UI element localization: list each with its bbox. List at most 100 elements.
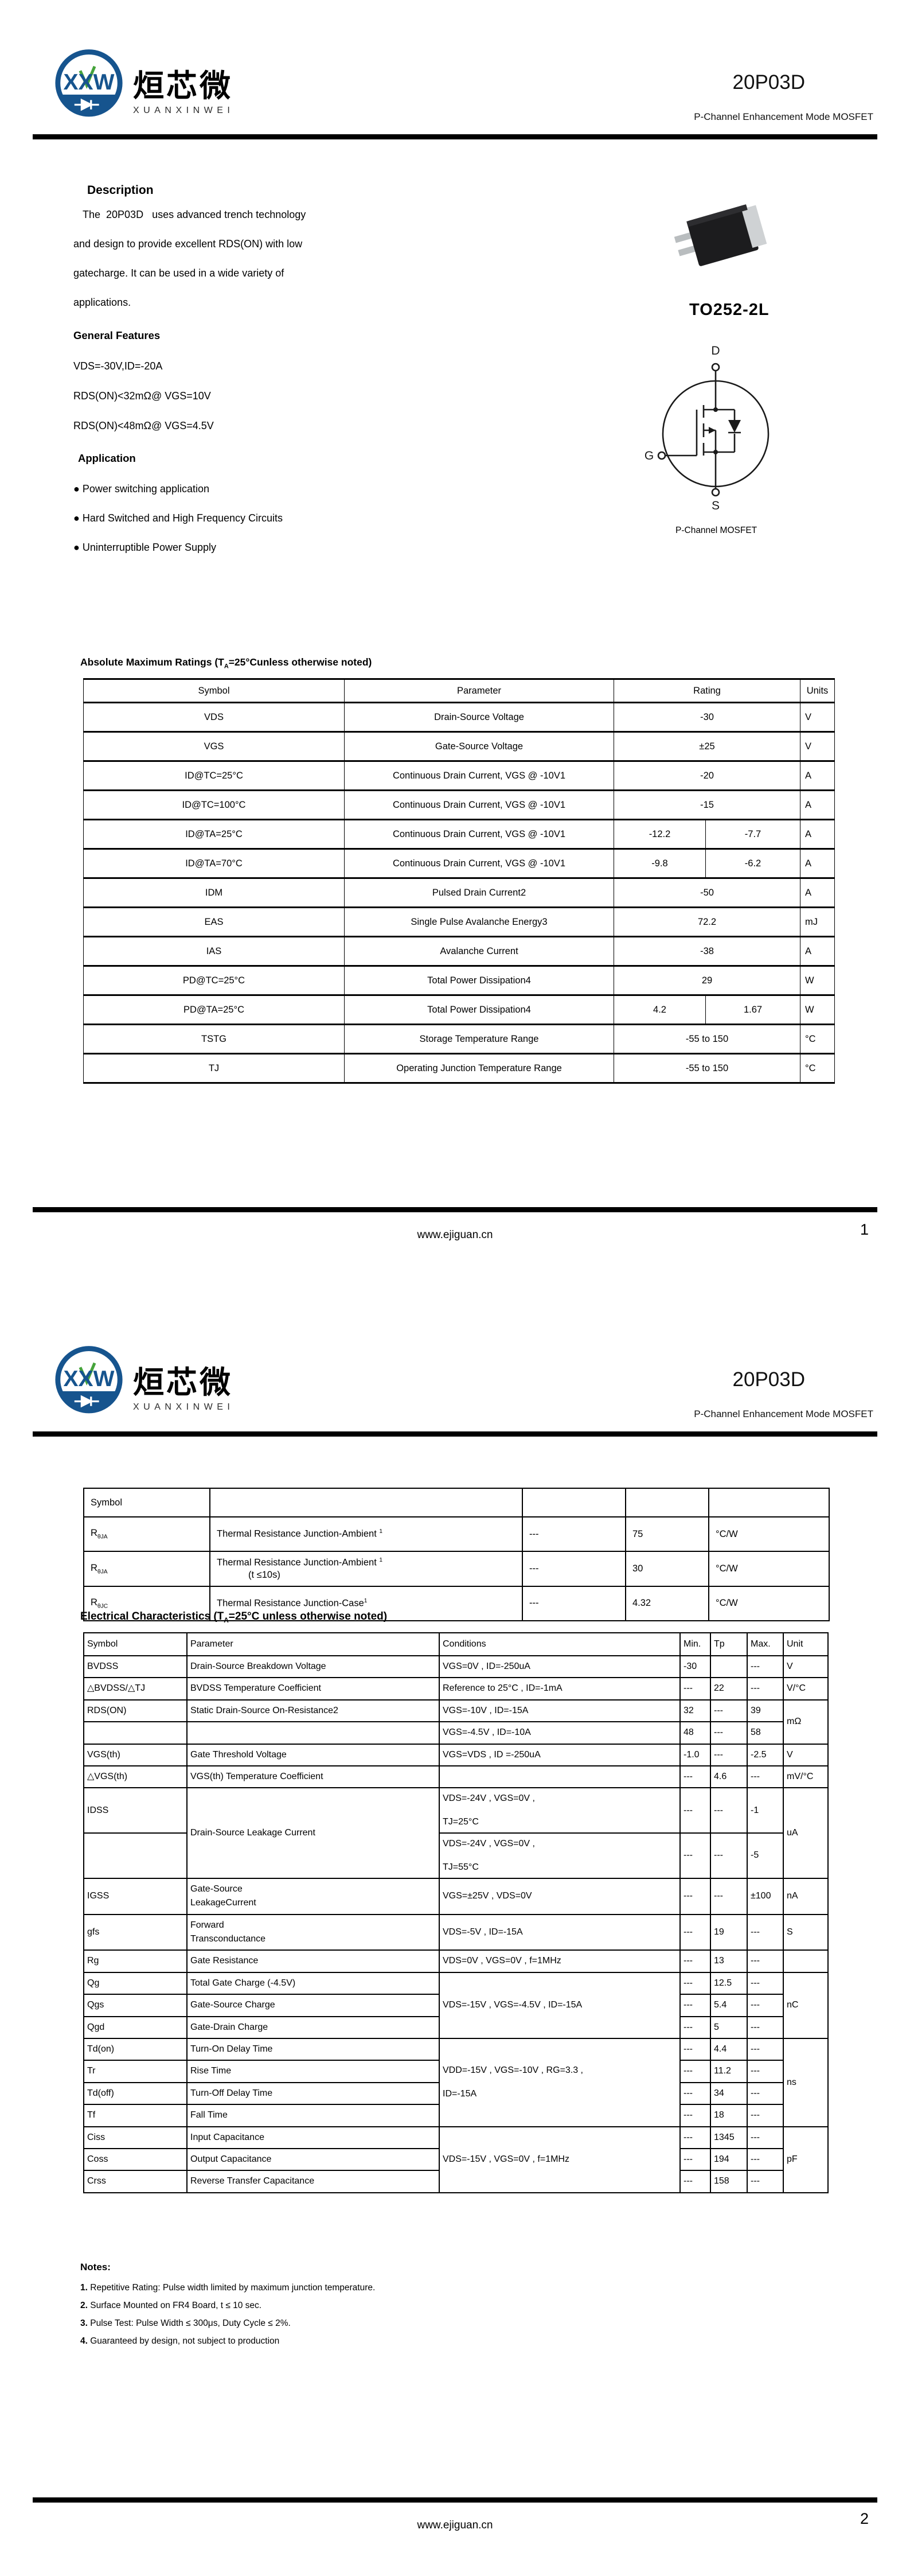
column-header: Parameter — [344, 678, 614, 703]
table-cell: 12.5 — [710, 1971, 748, 1995]
table-cell: mΩ — [783, 1699, 829, 1745]
table-cell: V — [783, 1655, 829, 1679]
datasheet-page-2: XXW 烜芯微 XUANXINWEI 20P03D P-Channel Enha… — [0, 1288, 910, 2576]
table-cell: RθJA — [83, 1551, 210, 1587]
table-cell: A — [800, 848, 835, 879]
table-row: ID@TC=25°C Continuous Drain Current, VGS … — [83, 760, 835, 791]
table-cell: 72.2 — [613, 906, 801, 937]
symbol-caption: P-Channel MOSFET — [675, 526, 757, 535]
column-header: Parameter — [186, 1632, 440, 1656]
table-cell: Storage Temperature Range — [344, 1024, 614, 1054]
table-row: Symbol — [83, 1488, 830, 1517]
column-header: Symbol — [83, 678, 345, 703]
table-cell: --- — [747, 2038, 784, 2061]
table-row: Qgs Gate-Source Charge --- 5.4 --- — [83, 1994, 828, 2017]
table-cell: A — [800, 877, 835, 908]
table-cell: Input Capacitance — [186, 2126, 440, 2149]
table-row: Coss Output Capacitance --- 194 --- — [83, 2147, 828, 2172]
header-subtitle: P-Channel Enhancement Mode MOSFET — [694, 1408, 873, 1419]
logo-chinese-name: 烜芯微 — [133, 69, 233, 103]
table-cell: Continuous Drain Current, VGS @ -10V1 — [344, 789, 614, 820]
column-header — [209, 1488, 523, 1517]
table-cell: PD@TC=25°C — [83, 965, 345, 996]
footer-website: www.ejiguan.cn — [417, 1229, 493, 1241]
description-line: applications. — [73, 297, 131, 308]
symbol-label-d: D — [711, 344, 720, 357]
table-cell — [783, 1949, 829, 1973]
table-cell: Drain-Source Breakdown Voltage — [186, 1655, 440, 1679]
table-cell: 39 — [747, 1699, 784, 1723]
table-cell: -12.2 — [614, 819, 706, 850]
table-cell: IDM — [83, 877, 345, 908]
table-cell: --- — [710, 1721, 748, 1745]
table-cell: Coss — [83, 2147, 188, 2172]
table-cell — [439, 1765, 681, 1789]
table-row: ID@TA=25°C Continuous Drain Current, VGS … — [83, 819, 835, 850]
part-number: 20P03D — [732, 71, 805, 94]
table-cell — [186, 1721, 440, 1745]
table-row: RθJA Thermal Resistance Junction-Ambient … — [83, 1551, 830, 1587]
table-cell: △VGS(th) — [83, 1765, 188, 1789]
table-cell: --- — [747, 1677, 784, 1701]
column-header — [522, 1488, 626, 1517]
table-row: TJ Operating Junction Temperature Range -5… — [83, 1053, 835, 1084]
table-cell: Gate-Drain Charge — [186, 2015, 440, 2040]
table-cell: 1345 — [710, 2126, 748, 2149]
symbol-label-s: S — [712, 499, 720, 512]
application-item: ● Hard Switched and High Frequency Circu… — [73, 512, 283, 524]
table-cell: Total Power Dissipation4 — [344, 994, 614, 1025]
table-cell: °C — [800, 1053, 835, 1084]
logo-latin-name: XUANXINWEI — [133, 1402, 235, 1412]
table-cell: VGS(th) Temperature Coefficient — [186, 1765, 440, 1789]
header-subtitle: P-Channel Enhancement Mode MOSFET — [694, 111, 873, 122]
table-cell: TJ — [83, 1053, 345, 1084]
table-cell: --- — [679, 1994, 711, 2017]
table-cell: Thermal Resistance Junction-Case1 — [209, 1585, 523, 1621]
table-row: RθJC Thermal Resistance Junction-Case1 ---… — [83, 1585, 830, 1621]
table-cell: --- — [747, 1655, 784, 1679]
column-header: Symbol — [83, 1488, 210, 1517]
table-cell: °C/W — [708, 1551, 830, 1587]
table-cell: Turn-Off Delay Time — [186, 2081, 440, 2106]
table-cell: Operating Junction Temperature Range — [344, 1053, 614, 1084]
symbol-label-g: G — [645, 449, 654, 462]
table-cell: RθJC — [83, 1585, 210, 1621]
page-number: 2 — [860, 2510, 869, 2527]
table-cell: ID@TC=100°C — [83, 789, 345, 820]
table-cell: VGS=VDS , ID =-250uA — [439, 1743, 681, 1766]
table-cell: 4.32 — [625, 1585, 709, 1621]
table-cell: VDS=-15V , VGS=0V , f=1MHz — [439, 2126, 681, 2193]
table-row: IDM Pulsed Drain Current2 -50 A — [83, 877, 835, 908]
table-row: Symbol Parameter Conditions Min. Tp Max. Unit — [83, 1632, 829, 1656]
description-line: and design to provide excellent RDS(ON) … — [73, 238, 303, 250]
table-cell: --- — [679, 1832, 711, 1879]
table-cell: -38 — [613, 936, 801, 967]
table-cell: Qgd — [83, 2015, 188, 2040]
table-cell: 58 — [747, 1721, 784, 1745]
description-paragraph: The 20P03D uses advanced trench technolo… — [73, 209, 589, 326]
column-header — [708, 1488, 830, 1517]
company-logo: XXW 烜芯微 XUANXINWEI — [53, 48, 234, 120]
note-item: 2. Surface Mounted on FR4 Board, t ≤ 10 … — [80, 2301, 262, 2310]
table-cell: -15 — [613, 789, 801, 820]
table-cell: Crss — [83, 2170, 188, 2193]
table-row: Td(off) Turn-Off Delay Time --- 34 --- — [83, 2081, 828, 2106]
logo-diode-icon — [74, 1395, 99, 1408]
table-cell: -1.0 — [679, 1743, 711, 1766]
table-cell: --- — [522, 1516, 626, 1552]
table-cell: Reference to 25°C , ID=-1mA — [439, 1677, 681, 1701]
table-cell: --- — [747, 1994, 784, 2017]
package-photo — [674, 204, 767, 266]
application-title: Application — [78, 452, 136, 464]
footer-website: www.ejiguan.cn — [417, 2519, 493, 2531]
table-cell: ns — [783, 2038, 829, 2127]
column-header: Symbol — [83, 1632, 188, 1656]
table-cell: --- — [679, 2147, 711, 2172]
table-cell: TSTG — [83, 1024, 345, 1054]
table-cell: Rg — [83, 1949, 188, 1973]
table-cell: -20 — [613, 760, 801, 791]
feature-line: RDS(ON)<48mΩ@ VGS=4.5V — [73, 420, 214, 431]
table-cell: -7.7 — [705, 819, 801, 850]
table-cell: IGSS — [83, 1877, 188, 1915]
table-cell: V/°C — [783, 1677, 829, 1701]
